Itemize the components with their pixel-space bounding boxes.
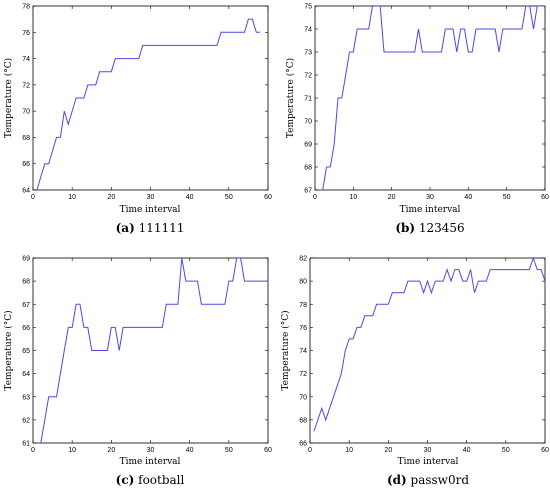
y-tick-label: 74 — [22, 56, 30, 63]
y-tick-label: 76 — [22, 30, 30, 37]
y-tick-label: 68 — [304, 165, 312, 172]
y-tick-label: 73 — [304, 50, 312, 57]
chart-panel-4: 0 10 20 30 40 50 60 66 68 70 72 74 76 78 80 82 Time inte… — [280, 256, 549, 488]
x-tick-label: 30 — [424, 447, 432, 454]
x-axis-label: Time interval — [120, 457, 181, 467]
x-tick-label: 30 — [426, 194, 434, 201]
y-tick-label: 68 — [299, 417, 307, 424]
x-tick-label: 60 — [541, 447, 549, 454]
y-tick-label: 71 — [304, 96, 312, 103]
y-tick-label: 70 — [304, 119, 312, 126]
y-tick-label: 66 — [299, 441, 307, 448]
x-tick-label: 30 — [147, 447, 155, 454]
chart-panel-1: 0 10 20 30 40 50 60 64 66 68 70 72 74 76 78 Time interv… — [3, 4, 272, 236]
y-tick-label: 72 — [304, 73, 312, 80]
x-axis-label: Time interval — [120, 205, 181, 215]
x-tick-label: 50 — [225, 447, 233, 454]
caption-letter: (d) — [387, 473, 407, 487]
x-axis-label: Time interval — [398, 457, 459, 467]
y-tick-label: 64 — [22, 371, 30, 378]
x-tick-label: 0 — [308, 447, 312, 454]
x-axis-label: Time interval — [400, 205, 461, 215]
temperature-series-line — [318, 6, 545, 190]
temperature-series-line — [36, 258, 268, 443]
caption-text: passw0rd — [407, 473, 470, 487]
y-tick-label: 65 — [22, 348, 30, 355]
x-tick-label: 10 — [68, 194, 76, 201]
y-tick-label: 74 — [299, 348, 307, 355]
y-tick-label: 82 — [299, 256, 307, 263]
subfigure-caption: (a) 111111 — [116, 221, 185, 235]
subfigure-caption: (d) passw0rd — [387, 473, 469, 487]
x-tick-label: 10 — [68, 447, 76, 454]
x-tick-label: 40 — [464, 194, 472, 201]
subfigure-caption: (b) 123456 — [395, 221, 464, 235]
caption-letter: (a) — [116, 221, 135, 235]
chart-panel-2: 0 10 20 30 40 50 60 67 68 69 70 71 72 73 74 75 Time inte… — [285, 4, 549, 236]
x-tick-label: 40 — [186, 447, 194, 454]
y-tick-label: 66 — [22, 325, 30, 332]
x-tick-label: 20 — [388, 194, 396, 201]
y-tick-label: 80 — [299, 279, 307, 286]
y-tick-label: 72 — [22, 82, 30, 89]
temperature-series-line — [313, 258, 545, 432]
y-tick-label: 76 — [299, 325, 307, 332]
x-tick-label: 50 — [225, 194, 233, 201]
x-tick-label: 0 — [31, 194, 35, 201]
x-tick-label: 40 — [186, 194, 194, 201]
y-tick-label: 61 — [22, 441, 30, 448]
y-axis-label: Temperature (°C) — [280, 310, 291, 390]
x-tick-label: 40 — [463, 447, 471, 454]
subfigure-caption: (c) football — [116, 473, 185, 487]
chart-panel-3: 0 10 20 30 40 50 60 61 62 63 64 65 66 67 68 69 Time inte… — [3, 256, 272, 488]
x-tick-label: 60 — [264, 194, 272, 201]
y-tick-label: 64 — [22, 188, 30, 195]
y-tick-label: 66 — [22, 161, 30, 168]
y-tick-label: 69 — [22, 256, 30, 263]
caption-text: 111111 — [135, 221, 185, 235]
caption-text: football — [134, 473, 184, 487]
x-tick-label: 20 — [384, 447, 392, 454]
y-tick-label: 69 — [304, 142, 312, 149]
x-tick-label: 60 — [541, 194, 549, 201]
caption-letter: (b) — [395, 221, 415, 235]
y-tick-label: 75 — [304, 4, 312, 11]
x-tick-label: 10 — [349, 194, 357, 201]
y-tick-label: 68 — [22, 279, 30, 286]
plot-frame — [314, 5, 546, 191]
x-tick-label: 60 — [264, 447, 272, 454]
x-tick-label: 0 — [313, 194, 317, 201]
temperature-series-line — [36, 18, 261, 190]
x-tick-label: 50 — [502, 447, 510, 454]
y-tick-label: 78 — [22, 4, 30, 11]
x-tick-label: 20 — [107, 447, 115, 454]
y-tick-label: 63 — [22, 394, 30, 401]
caption-text: 123456 — [415, 221, 465, 235]
plot-frame — [32, 257, 269, 444]
y-axis-label: Temperature (°C) — [3, 58, 14, 138]
y-tick-label: 67 — [22, 302, 30, 309]
caption-letter: (c) — [116, 473, 135, 487]
y-axis-label: Temperature (°C) — [285, 58, 296, 138]
x-tick-label: 0 — [31, 447, 35, 454]
x-tick-label: 10 — [345, 447, 353, 454]
y-tick-label: 72 — [299, 371, 307, 378]
y-tick-label: 70 — [22, 109, 30, 116]
y-tick-label: 67 — [304, 188, 312, 195]
y-tick-label: 74 — [304, 27, 312, 34]
x-tick-label: 20 — [107, 194, 115, 201]
y-tick-label: 68 — [22, 135, 30, 142]
y-axis-label: Temperature (°C) — [3, 310, 14, 390]
y-tick-label: 62 — [22, 417, 30, 424]
x-tick-label: 50 — [503, 194, 511, 201]
plot-frame — [32, 5, 269, 191]
y-tick-label: 70 — [299, 394, 307, 401]
x-tick-label: 30 — [147, 194, 155, 201]
y-tick-label: 78 — [299, 302, 307, 309]
